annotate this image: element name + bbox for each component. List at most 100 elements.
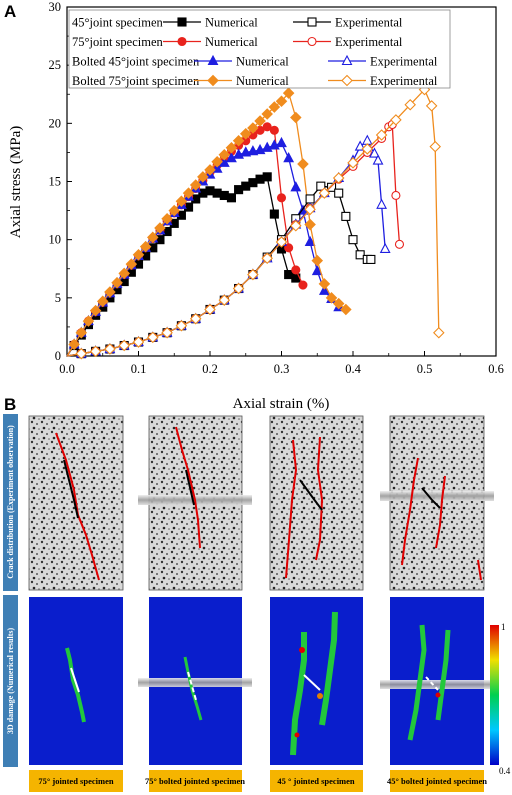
row-label-numerical-text: 3D damage (Numerical results) xyxy=(6,628,15,735)
data-point-45degjoint-specimen-numerical xyxy=(269,209,279,219)
data-point-bolted-75degjoint-specimen-experimental xyxy=(425,100,438,112)
data-point-bolted-75degjoint-specimen-numerical xyxy=(254,115,266,127)
caption-75-jointed: 75° jointed specimen xyxy=(29,770,123,792)
data-point-bolted-75degjoint-specimen-numerical xyxy=(318,278,331,290)
caption-45-bolted-text: 45° bolted jointed specimen xyxy=(387,776,487,786)
y-tick-label: 0 xyxy=(55,349,61,363)
legend-row-bolted-75degjoint-specimen: Bolted 75°joint specimen Numerical Experim… xyxy=(72,74,438,88)
series-bolted-75degjoint-specimen-numerical xyxy=(66,87,352,357)
data-point-bolted-75degjoint-specimen-experimental xyxy=(361,143,374,155)
caption-75-bolted-bg xyxy=(149,770,242,792)
data-point-bolted-75degjoint-specimen-numerical xyxy=(247,122,259,134)
data-point-bolted-75degjoint-specimen-numerical xyxy=(68,338,80,351)
data-point-45degjoint-specimen-experimental xyxy=(316,181,326,191)
data-point-bolted-75degjoint-specimen-numerical xyxy=(75,326,88,339)
legend-label-numerical: Numerical xyxy=(236,55,289,69)
data-point-bolted-45degjoint-specimen-experimental xyxy=(361,134,373,145)
caption-45-bolted: 45° bolted jointed specimen xyxy=(387,770,487,792)
x-axis-title: Axial strain (%) xyxy=(233,396,330,412)
data-point-bolted-75degjoint-specimen-experimental xyxy=(132,336,145,348)
series-75degjoint-specimen-numerical xyxy=(66,122,308,357)
x-tick-label: 0.4 xyxy=(345,362,361,376)
data-point-bolted-75degjoint-specimen-numerical xyxy=(132,249,145,261)
data-point-bolted-75degjoint-specimen-numerical xyxy=(282,87,295,99)
x-tick-label: 0.2 xyxy=(202,362,218,376)
data-point-bolted-75degjoint-specimen-numerical xyxy=(218,148,231,161)
data-point-bolted-45degjoint-specimen-numerical xyxy=(290,181,302,192)
series-45degjoint-specimen-experimental xyxy=(66,181,376,359)
legend-marker-experimental xyxy=(341,74,353,87)
legend-box xyxy=(68,9,451,89)
x-tick-label: 0.0 xyxy=(59,362,75,376)
data-point-45degjoint-specimen-experimental xyxy=(334,188,344,198)
caption-75-bolted-text: 75° bolted jointed specimen xyxy=(145,776,245,786)
data-point-bolted-45degjoint-specimen-experimental xyxy=(379,242,391,254)
legend-label-numerical: Numerical xyxy=(236,74,289,88)
data-point-bolted-75degjoint-specimen-experimental xyxy=(232,282,245,295)
caption-75-jointed-bg xyxy=(29,770,123,792)
series-bolted-45degjoint-specimen-experimental xyxy=(66,134,391,358)
series-line-45degjoint-specimen-experimental xyxy=(66,185,371,357)
data-point-bolted-75degjoint-specimen-numerical xyxy=(268,101,281,113)
legend-group-label: 75°joint specimen xyxy=(72,35,163,49)
photo-75-jointed xyxy=(28,415,124,591)
data-point-bolted-75degjoint-specimen-numerical xyxy=(225,141,238,154)
data-point-bolted-75degjoint-specimen-experimental xyxy=(247,268,259,281)
legend-group-label: Bolted 45°joint specimen xyxy=(72,55,200,69)
photo-45-bolted xyxy=(380,415,494,591)
data-point-bolted-75degjoint-specimen-experimental xyxy=(433,326,445,339)
series-bolted-75degjoint-specimen-experimental xyxy=(66,83,445,360)
data-point-bolted-75degjoint-specimen-numerical xyxy=(118,267,130,280)
data-point-bolted-75degjoint-specimen-experimental xyxy=(218,294,231,306)
data-point-bolted-75degjoint-specimen-experimental xyxy=(118,339,130,352)
legend-label-numerical: Numerical xyxy=(205,35,258,49)
legend-marker-numerical xyxy=(177,36,187,47)
data-point-bolted-75degjoint-specimen-numerical xyxy=(232,135,245,147)
data-point-75degjoint-specimen-numerical xyxy=(269,125,279,135)
data-point-45degjoint-specimen-experimental xyxy=(305,194,315,204)
data-point-bolted-45degjoint-specimen-numerical xyxy=(247,145,259,156)
data-point-bolted-75degjoint-specimen-numerical xyxy=(111,276,123,289)
series-line-bolted-45degjoint-specimen-experimental xyxy=(66,139,386,357)
legend-row-75degjoint-specimen: 75°joint specimen Numerical Experimental xyxy=(72,35,403,49)
data-point-bolted-75degjoint-specimen-numerical xyxy=(89,304,102,317)
data-point-bolted-75degjoint-specimen-experimental xyxy=(89,345,102,358)
data-point-45degjoint-specimen-experimental xyxy=(366,254,376,264)
legend-row-bolted-45degjoint-specimen: Bolted 45°joint specimen Numerical Experim… xyxy=(72,55,438,69)
legend-group-label: Bolted 75°joint specimen xyxy=(72,74,200,88)
row-label-experiment: Crack distribution (Experiment observati… xyxy=(3,414,18,591)
x-tick-label: 0.5 xyxy=(417,362,433,376)
data-point-bolted-75degjoint-specimen-experimental xyxy=(189,312,202,325)
data-point-45degjoint-specimen-experimental xyxy=(341,211,351,221)
data-point-bolted-75degjoint-specimen-numerical xyxy=(211,155,223,168)
caption-75-jointed-text: 75° jointed specimen xyxy=(38,776,113,786)
damage-75-bolted xyxy=(138,597,252,765)
x-tick-label: 0.1 xyxy=(131,362,147,376)
data-point-45degjoint-specimen-numerical xyxy=(262,172,272,182)
data-point-bolted-75degjoint-specimen-experimental xyxy=(404,98,416,111)
data-point-bolted-45degjoint-specimen-numerical xyxy=(311,264,323,276)
row-label-numerical: 3D damage (Numerical results) xyxy=(3,595,18,767)
data-point-bolted-45degjoint-specimen-numerical xyxy=(283,152,295,163)
data-point-45degjoint-specimen-experimental xyxy=(348,235,358,245)
data-point-bolted-45degjoint-specimen-experimental xyxy=(376,198,388,209)
data-point-bolted-75degjoint-specimen-experimental xyxy=(104,343,116,355)
series-line-bolted-75degjoint-specimen-numerical xyxy=(66,91,347,357)
y-tick-label: 25 xyxy=(49,58,62,72)
caption-75-bolted: 75° bolted jointed specimen xyxy=(145,770,245,792)
damage-45-jointed xyxy=(270,597,363,765)
y-tick-label: 20 xyxy=(49,116,62,130)
data-point-bolted-75degjoint-specimen-numerical xyxy=(197,171,209,183)
y-tick-label: 10 xyxy=(49,233,62,247)
data-point-bolted-45degjoint-specimen-experimental xyxy=(369,147,380,158)
caption-45-jointed: 45 ° jointed specimen xyxy=(270,770,363,792)
row-label-numerical-bg xyxy=(3,595,18,767)
data-point-45degjoint-specimen-numerical xyxy=(226,193,236,203)
legend: 45°joint specimen Numerical Experimental75… xyxy=(68,9,451,89)
y-ticks: 0 5 10 15 20 25 30 xyxy=(49,0,72,363)
series-layer xyxy=(66,83,445,360)
data-point-75degjoint-specimen-numerical xyxy=(262,122,272,132)
damage-45-bolted xyxy=(380,597,494,765)
data-point-bolted-75degjoint-specimen-experimental xyxy=(332,172,345,184)
data-point-bolted-75degjoint-specimen-numerical xyxy=(154,222,166,234)
